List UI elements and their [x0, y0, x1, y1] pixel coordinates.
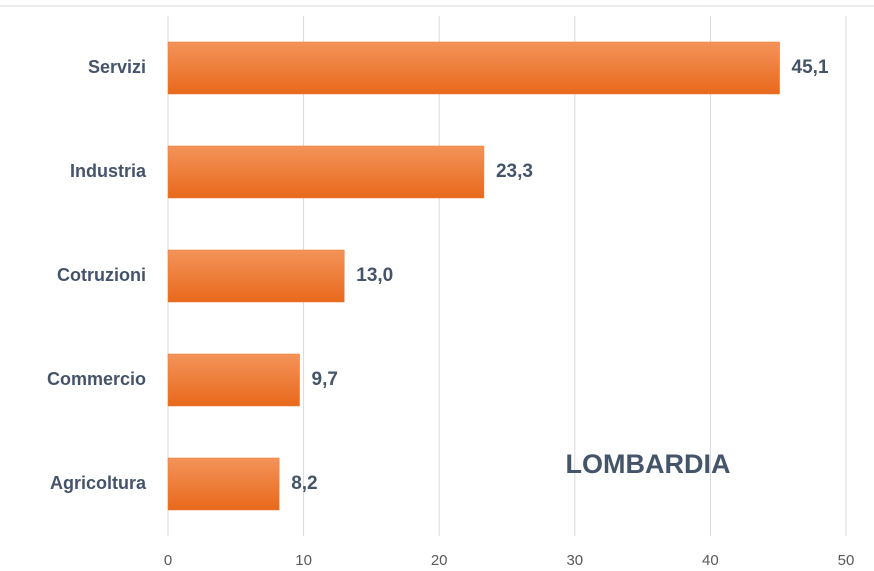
value-label: 8,2	[291, 473, 317, 494]
x-tick-label: 20	[431, 552, 448, 569]
bar	[167, 249, 345, 303]
value-label: 45,1	[792, 57, 829, 78]
x-tick-label: 50	[838, 552, 855, 569]
y-tick-label: Cotruzioni	[57, 265, 146, 285]
value-label: 9,7	[312, 369, 338, 390]
x-tick-label: 10	[295, 552, 312, 569]
y-tick-label: Servizi	[88, 57, 146, 77]
x-tick-label: 30	[566, 552, 583, 569]
bar	[167, 457, 280, 511]
value-label: 13,0	[356, 265, 393, 286]
bar	[167, 41, 780, 95]
bar	[167, 353, 300, 407]
x-tick-label: 40	[702, 552, 719, 569]
annotation: LOMBARDIA	[566, 449, 731, 479]
grid: 0 10 20 30 40 50	[164, 16, 855, 569]
bar	[167, 145, 485, 199]
y-tick-label: Commercio	[47, 369, 146, 389]
y-tick-label: Industria	[70, 161, 147, 181]
value-label: 23,3	[496, 161, 533, 182]
bars: Servizi 45,1 Industria 23,3 Cotruzioni 13,0 Co…	[47, 41, 829, 511]
y-tick-label: Agricoltura	[50, 473, 147, 493]
x-tick-label: 0	[164, 552, 172, 569]
